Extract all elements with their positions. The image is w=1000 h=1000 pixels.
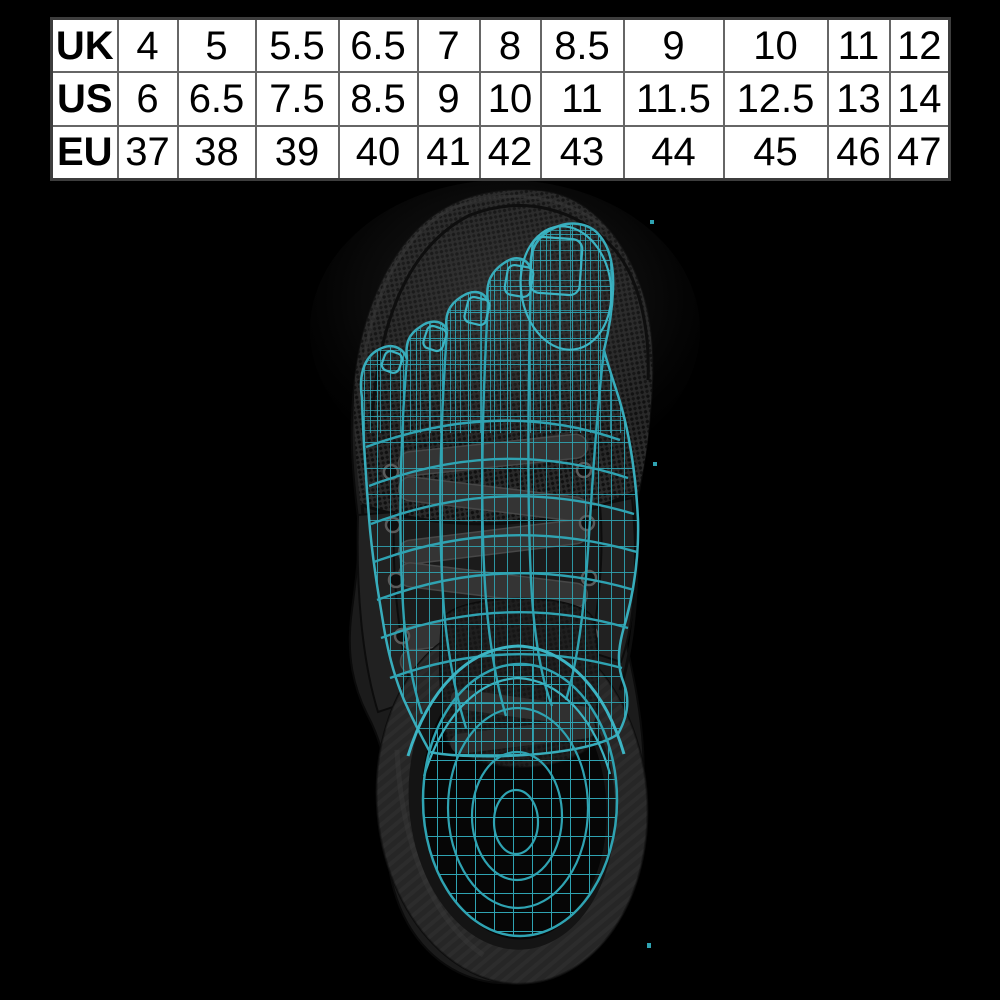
size-chart-table: UK 4 5 5.5 6.5 7 8 8.5 9 10 11 12 US 6 6… [50, 17, 951, 181]
size-cell: 40 [337, 124, 419, 181]
size-cell: 46 [826, 124, 891, 181]
size-cell: 7.5 [254, 71, 340, 127]
size-cell: 38 [176, 124, 257, 181]
size-cell: 8 [478, 17, 542, 74]
toenail-big [528, 235, 584, 297]
row-header-us: US [50, 71, 119, 127]
size-cell: 5.5 [254, 17, 340, 74]
heel-grid [421, 662, 619, 938]
size-cell: 41 [416, 124, 481, 181]
size-cell: 9 [622, 17, 725, 74]
foot-latitude-lines [365, 419, 638, 680]
size-cell: 9 [416, 71, 481, 127]
teal-speck [650, 220, 654, 224]
size-cell: 8.5 [539, 17, 625, 74]
row-header-eu: EU [50, 124, 119, 181]
toenail [380, 350, 404, 374]
size-cell: 13 [826, 71, 891, 127]
table-row-us: US 6 6.5 7.5 8.5 9 10 11 11.5 12.5 13 14 [50, 71, 951, 127]
size-cell: 10 [722, 17, 829, 74]
collar-highlight [394, 749, 485, 958]
toe-edge-highlight [358, 194, 606, 401]
size-cell: 4 [116, 17, 179, 74]
table-row-eu: EU 37 38 39 40 41 42 43 44 45 46 47 [50, 124, 951, 181]
size-cell: 11 [539, 71, 625, 127]
size-cell: 8.5 [337, 71, 419, 127]
table-row-uk: UK 4 5 5.5 6.5 7 8 8.5 9 10 11 12 [50, 17, 951, 74]
size-cell: 11.5 [622, 71, 725, 127]
toenails [380, 235, 584, 374]
toenail [503, 263, 535, 299]
size-cell: 14 [888, 71, 951, 127]
size-cell: 10 [478, 71, 542, 127]
size-cell: 12 [888, 17, 951, 74]
size-cell: 45 [722, 124, 829, 181]
size-cell: 6 [116, 71, 179, 127]
toenail [463, 295, 491, 327]
size-cell: 43 [539, 124, 625, 181]
teal-specks [647, 220, 657, 948]
size-cell: 5 [176, 17, 257, 74]
size-cell: 42 [478, 124, 542, 181]
size-cell: 6.5 [337, 17, 419, 74]
size-chart: UK 4 5 5.5 6.5 7 8 8.5 9 10 11 12 US 6 6… [50, 17, 951, 181]
big-toe-outline [519, 225, 613, 351]
size-cell: 44 [622, 124, 725, 181]
teal-speck [647, 943, 651, 948]
size-cell: 11 [826, 17, 891, 74]
toe-bumper-seam [370, 204, 650, 421]
row-header-uk: UK [50, 17, 119, 74]
size-cell: 47 [888, 124, 951, 181]
teal-speck [653, 462, 657, 466]
size-cell: 37 [116, 124, 179, 181]
size-cell: 6.5 [176, 71, 257, 127]
size-cell: 39 [254, 124, 340, 181]
toenail [422, 324, 448, 353]
size-cell: 12.5 [722, 71, 829, 127]
size-cell: 7 [416, 17, 481, 74]
